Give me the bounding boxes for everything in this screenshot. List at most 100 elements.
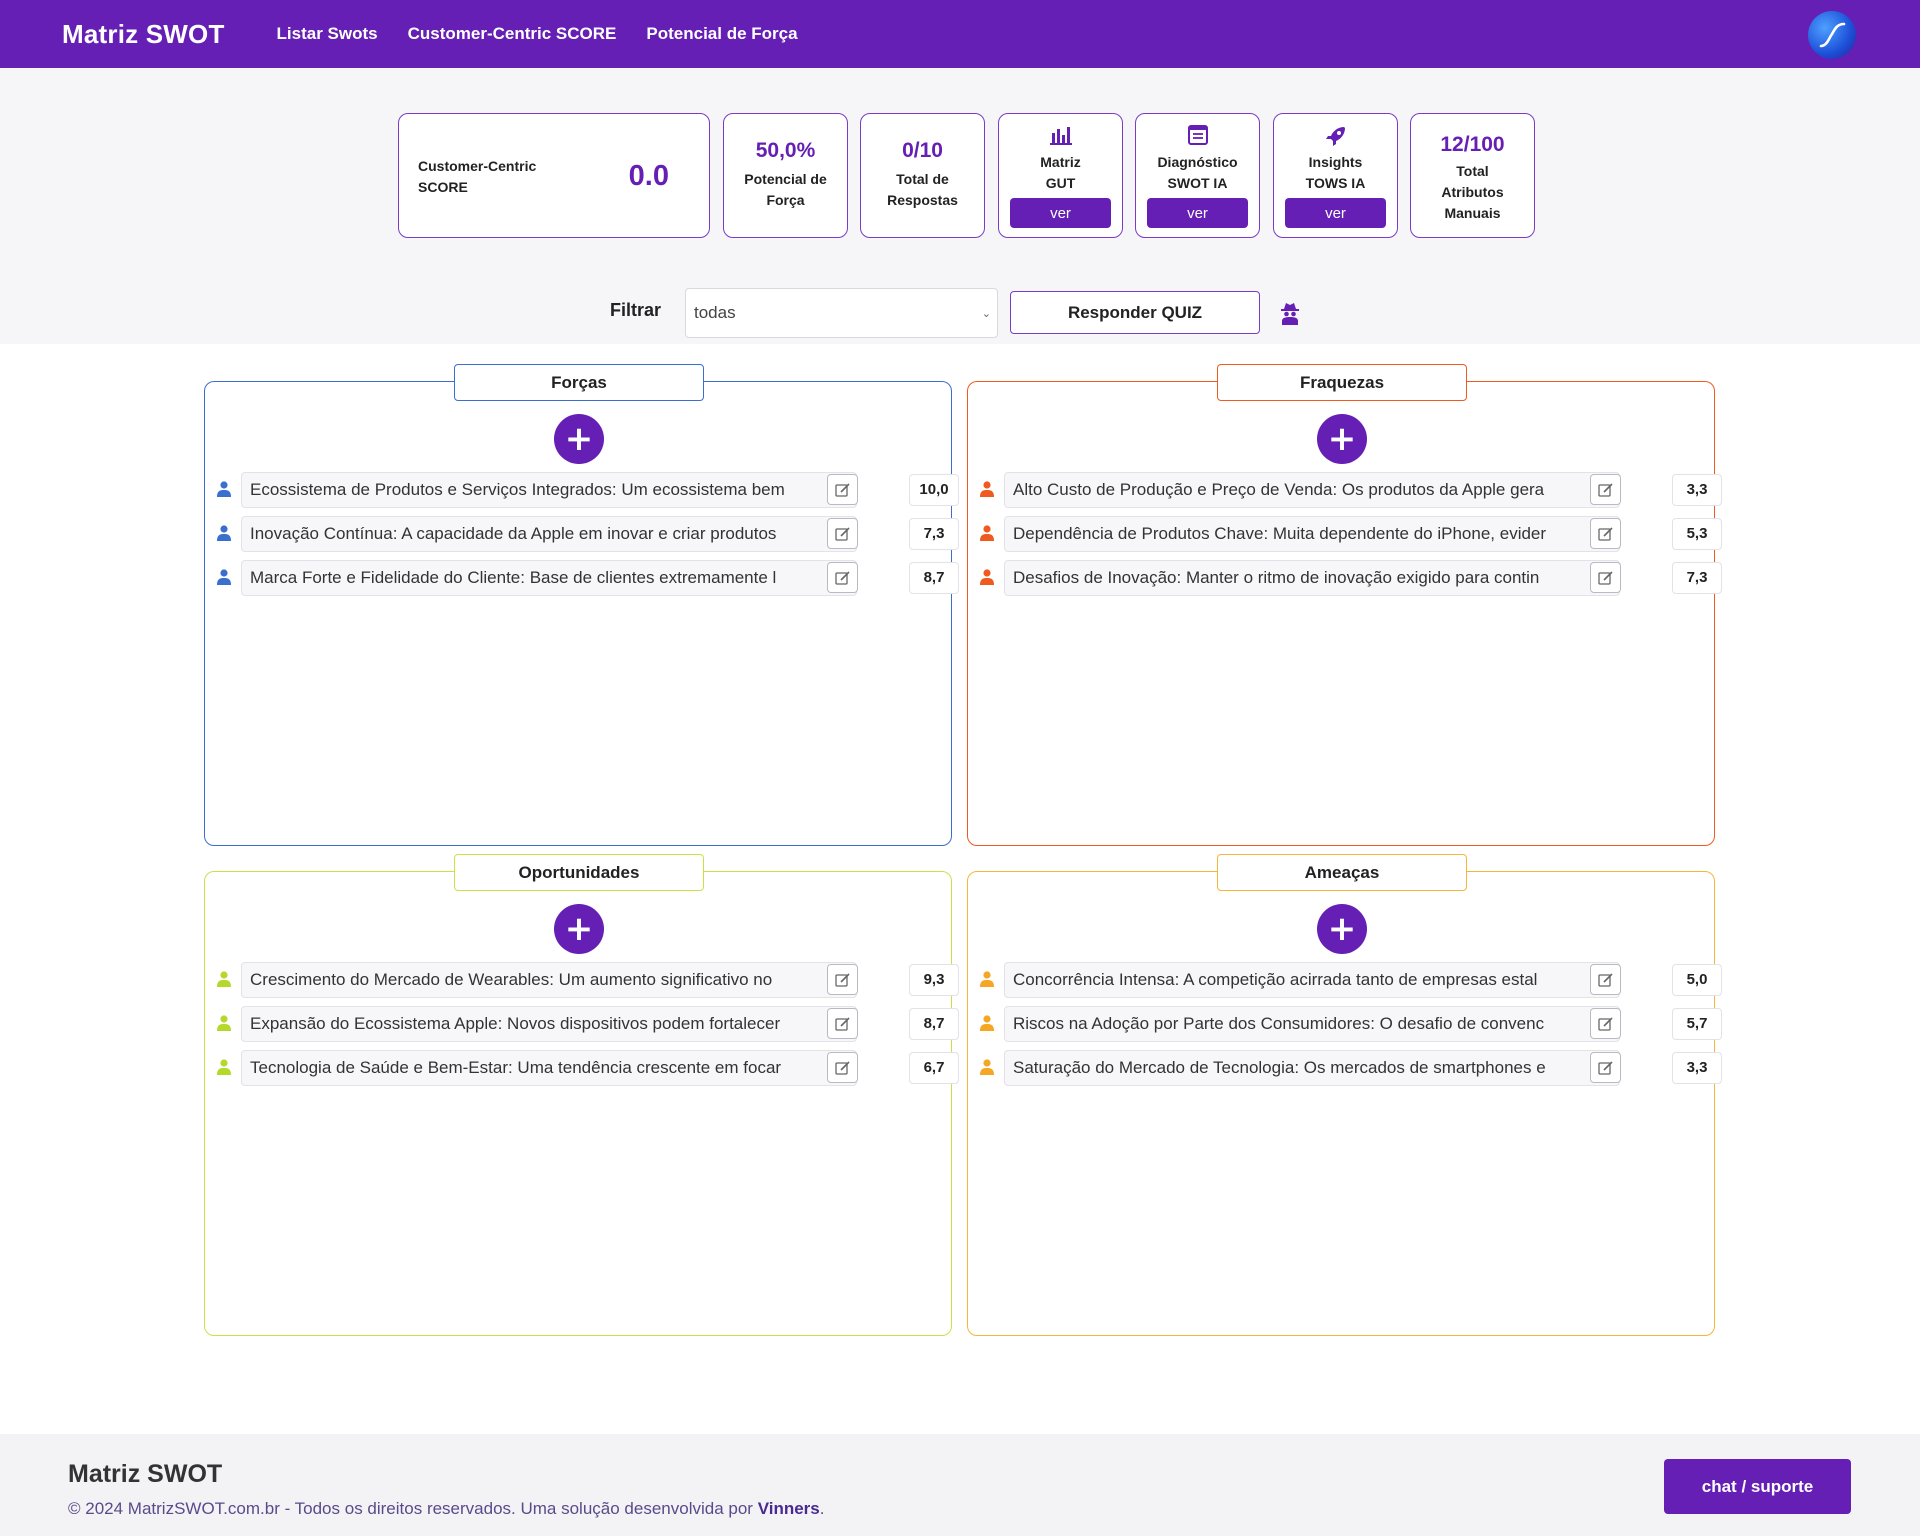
brand-title[interactable]: Matriz SWOT: [62, 18, 225, 49]
nav-link-listar-swots[interactable]: Listar Swots: [276, 24, 378, 43]
diagnostico-card: Diagnóstico SWOT IA ver: [1135, 113, 1260, 238]
report-icon: [1136, 124, 1259, 148]
item-text[interactable]: Crescimento do Mercado de Wearables: Um …: [241, 962, 857, 998]
score-value: 0.0: [628, 160, 669, 192]
item-text[interactable]: Inovação Contínua: A capacidade da Apple…: [241, 516, 857, 552]
item-text[interactable]: Ecossistema de Produtos e Serviços Integ…: [241, 472, 857, 508]
potencial-card: 50,0% Potencial de Força: [723, 113, 848, 238]
edit-icon[interactable]: [1590, 518, 1621, 549]
filter-select[interactable]: todas ⌄: [685, 288, 998, 338]
item-score: 9,3: [909, 964, 959, 996]
nav-link-potencial-de-forca[interactable]: Potencial de Força: [646, 24, 798, 43]
edit-icon[interactable]: [1590, 562, 1621, 593]
item-score: 5,0: [1672, 964, 1722, 996]
matriz-gut-card: Matriz GUT ver: [998, 113, 1123, 238]
tows-card: Insights TOWS IA ver: [1273, 113, 1398, 238]
footer-copy-suffix: .: [819, 1499, 825, 1518]
item-text[interactable]: Desafios de Inovação: Manter o ritmo de …: [1004, 560, 1620, 596]
quadrant-title-ameacas: Ameaças: [1217, 854, 1467, 891]
list-item: Dependência de Produtos Chave: Muita dep…: [980, 516, 1722, 552]
edit-icon[interactable]: [1590, 474, 1621, 505]
edit-icon[interactable]: [827, 1052, 858, 1083]
list-item: Concorrência Intensa: A competição acirr…: [980, 962, 1722, 998]
footer-copy-text: © 2024 MatrizSWOT.com.br - Todos os dire…: [68, 1499, 753, 1518]
list-item: Tecnologia de Saúde e Bem-Estar: Uma ten…: [217, 1050, 959, 1086]
edit-icon[interactable]: [827, 474, 858, 505]
tows-ver-button[interactable]: ver: [1285, 198, 1386, 228]
user-icon: [980, 1015, 994, 1031]
edit-icon[interactable]: [827, 1008, 858, 1039]
customer-centric-score-card: Customer-Centric SCORE 0.0: [398, 113, 710, 238]
user-icon: [980, 569, 994, 585]
list-item: Marca Forte e Fidelidade do Cliente: Bas…: [217, 560, 959, 596]
edit-icon[interactable]: [827, 518, 858, 549]
edit-icon[interactable]: [1590, 1008, 1621, 1039]
quadrant-ameacas: Ameaças + Concorrência Intensa: A compet…: [967, 854, 1722, 1336]
responder-quiz-button[interactable]: Responder QUIZ: [1010, 291, 1260, 334]
footer: Matriz SWOT © 2024 MatrizSWOT.com.br - T…: [0, 1434, 1920, 1536]
nav-links: Listar Swots Customer-Centric SCORE Pote…: [277, 24, 828, 44]
edit-icon[interactable]: [1590, 964, 1621, 995]
respostas-value: 0/10: [902, 139, 943, 162]
footer-brand: Matriz SWOT: [68, 1460, 223, 1488]
item-text[interactable]: Riscos na Adoção por Parte dos Consumido…: [1004, 1006, 1620, 1042]
tows-label: Insights TOWS IA: [1305, 154, 1366, 191]
score-label: Customer-Centric SCORE: [418, 158, 537, 195]
diagnostico-label: Diagnóstico SWOT IA: [1157, 154, 1238, 191]
potencial-label: Potencial de Força: [744, 171, 827, 208]
rocket-icon: [1274, 124, 1397, 148]
item-score: 3,3: [1672, 474, 1722, 506]
item-text[interactable]: Alto Custo de Produção e Preço de Venda:…: [1004, 472, 1620, 508]
edit-icon[interactable]: [827, 562, 858, 593]
item-text[interactable]: Saturação do Mercado de Tecnologia: Os m…: [1004, 1050, 1620, 1086]
footer-copyright: © 2024 MatrizSWOT.com.br - Todos os dire…: [68, 1499, 824, 1519]
item-score: 8,7: [909, 1008, 959, 1040]
atributos-label: Total Atributos Manuais: [1441, 163, 1504, 221]
user-icon: [217, 525, 231, 541]
quadrant-forcas: Forças + Ecossistema de Produtos e Servi…: [204, 364, 959, 846]
s-curve-logo-icon[interactable]: [1808, 11, 1856, 59]
list-item: Alto Custo de Produção e Preço de Venda:…: [980, 472, 1722, 508]
spy-icon[interactable]: [1280, 301, 1300, 330]
footer-company-link[interactable]: Vinners: [757, 1499, 820, 1518]
add-oportunidade-button[interactable]: +: [554, 904, 604, 954]
user-icon: [980, 971, 994, 987]
respostas-label: Total de Respostas: [887, 171, 958, 208]
atributos-value: 12/100: [1440, 133, 1505, 156]
item-text[interactable]: Tecnologia de Saúde e Bem-Estar: Uma ten…: [241, 1050, 857, 1086]
item-score: 3,3: [1672, 1052, 1722, 1084]
item-score: 8,7: [909, 562, 959, 594]
user-icon: [217, 971, 231, 987]
filter-selected-value: todas: [694, 303, 736, 322]
nav-link-customer-centric-score[interactable]: Customer-Centric SCORE: [407, 24, 617, 43]
item-text[interactable]: Marca Forte e Fidelidade do Cliente: Bas…: [241, 560, 857, 596]
user-icon: [980, 525, 994, 541]
quadrant-title-fraquezas: Fraquezas: [1217, 364, 1467, 401]
user-icon: [217, 1059, 231, 1075]
navbar: Matriz SWOT Listar Swots Customer-Centri…: [0, 0, 1920, 68]
quadrant-oportunidades: Oportunidades + Crescimento do Mercado d…: [204, 854, 959, 1336]
add-fraqueza-button[interactable]: +: [1317, 414, 1367, 464]
matriz-gut-label: Matriz GUT: [1040, 154, 1081, 191]
quadrant-title-oportunidades: Oportunidades: [454, 854, 704, 891]
item-score: 6,7: [909, 1052, 959, 1084]
list-item: Riscos na Adoção por Parte dos Consumido…: [980, 1006, 1722, 1042]
list-item: Desafios de Inovação: Manter o ritmo de …: [980, 560, 1722, 596]
add-forca-button[interactable]: +: [554, 414, 604, 464]
list-item: Crescimento do Mercado de Wearables: Um …: [217, 962, 959, 998]
item-text[interactable]: Concorrência Intensa: A competição acirr…: [1004, 962, 1620, 998]
item-text[interactable]: Expansão do Ecossistema Apple: Novos dis…: [241, 1006, 857, 1042]
matriz-gut-ver-button[interactable]: ver: [1010, 198, 1111, 228]
ameacas-list: Concorrência Intensa: A competição acirr…: [980, 962, 1722, 1094]
diagnostico-ver-button[interactable]: ver: [1147, 198, 1248, 228]
fraquezas-list: Alto Custo de Produção e Preço de Venda:…: [980, 472, 1722, 604]
respostas-card: 0/10 Total de Respostas: [860, 113, 985, 238]
oportunidades-list: Crescimento do Mercado de Wearables: Um …: [217, 962, 959, 1094]
chat-suporte-button[interactable]: chat / suporte: [1664, 1459, 1851, 1514]
item-text[interactable]: Dependência de Produtos Chave: Muita dep…: [1004, 516, 1620, 552]
list-item: Ecossistema de Produtos e Serviços Integ…: [217, 472, 959, 508]
edit-icon[interactable]: [1590, 1052, 1621, 1083]
add-ameaca-button[interactable]: +: [1317, 904, 1367, 954]
item-score: 7,3: [909, 518, 959, 550]
edit-icon[interactable]: [827, 964, 858, 995]
